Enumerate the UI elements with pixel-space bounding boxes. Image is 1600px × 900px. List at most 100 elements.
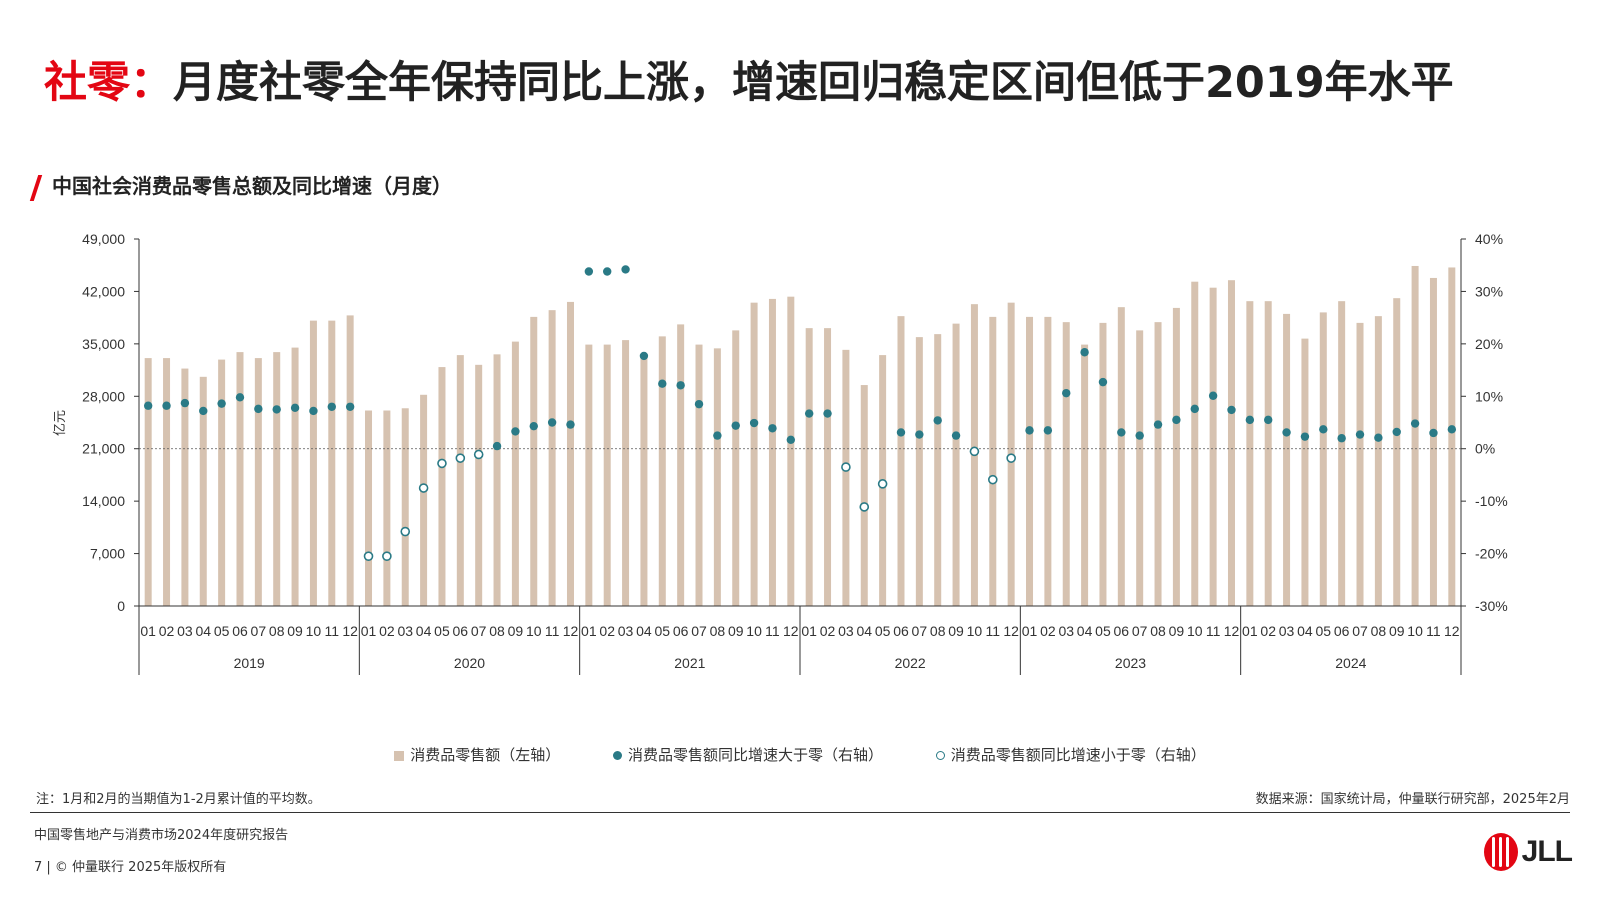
- chart-legend: 消费品零售额（左轴） 消费品零售额同比增速大于零（右轴） 消费品零售额同比增速小…: [0, 744, 1600, 765]
- month-tick-label: 09: [508, 623, 524, 639]
- year-label: 2021: [674, 655, 705, 671]
- legend-bar-swatch: [394, 750, 405, 761]
- yoy-point-negative: [841, 462, 851, 472]
- yoy-point-negative: [363, 551, 374, 561]
- yoy-point-positive: [1282, 428, 1291, 437]
- yoy-point-positive: [1098, 377, 1108, 387]
- month-tick-label: 01: [1022, 623, 1038, 639]
- yoy-point-positive: [492, 441, 502, 451]
- bar: [1172, 307, 1180, 606]
- bar: [1429, 277, 1437, 606]
- yoy-point-positive: [1062, 388, 1071, 398]
- chart-title-text: 中国社会消费品零售总额及同比增速（月度）: [52, 174, 452, 198]
- legend-label-bar: 消费品零售额（左轴）: [410, 746, 561, 764]
- bar: [548, 310, 556, 606]
- bar: [603, 344, 611, 606]
- month-tick-label: 10: [967, 623, 983, 639]
- title-highlight: 社零：: [44, 58, 173, 108]
- yoy-point-positive: [1135, 431, 1144, 440]
- yoy-point-positive: [1429, 428, 1438, 438]
- month-tick-label: 07: [912, 623, 928, 639]
- month-tick-label: 05: [434, 623, 450, 639]
- month-tick-label: 09: [1389, 623, 1405, 639]
- yoy-point-positive: [1392, 427, 1401, 437]
- bar: [438, 367, 446, 606]
- month-tick-label: 11: [986, 623, 1001, 639]
- month-tick-label: 10: [526, 623, 542, 639]
- yoy-point-negative: [455, 453, 466, 463]
- year-label: 2023: [1115, 655, 1146, 671]
- yoy-point-positive: [1025, 426, 1034, 435]
- bar: [1117, 307, 1125, 606]
- month-tick-label: 11: [1426, 623, 1441, 639]
- bar: [1246, 301, 1254, 606]
- bar: [1209, 287, 1217, 606]
- bar: [566, 301, 574, 606]
- yoy-point-negative: [859, 502, 870, 512]
- legend-hollow-dot-icon: [935, 751, 945, 760]
- yoy-point-negative: [437, 458, 447, 469]
- bar: [1191, 281, 1199, 606]
- bar: [530, 316, 538, 606]
- yoy-point-positive: [290, 403, 300, 413]
- right-tick-label: -20%: [1475, 546, 1508, 562]
- month-tick-label: 10: [1407, 623, 1423, 639]
- month-tick-label: 08: [1371, 623, 1387, 639]
- yoy-point-negative: [1006, 453, 1016, 463]
- yoy-point-positive: [180, 398, 190, 408]
- bar: [163, 358, 171, 606]
- bar: [952, 323, 960, 606]
- bar: [144, 358, 152, 606]
- bar: [511, 341, 519, 606]
- month-tick-label: 04: [195, 623, 211, 639]
- report-name: 中国零售地产与消费市场2024年度研究报告: [34, 828, 289, 843]
- bar: [1026, 316, 1034, 606]
- month-tick-label: 03: [177, 623, 193, 639]
- month-tick-label: 09: [287, 623, 303, 639]
- right-tick-label: 20%: [1475, 336, 1503, 352]
- month-tick-label: 06: [453, 623, 469, 639]
- bar: [1062, 322, 1070, 606]
- bar: [218, 359, 226, 606]
- year-label: 2022: [895, 655, 926, 671]
- chart-title: 中国社会消费品零售总额及同比增速（月度）: [29, 170, 452, 201]
- month-tick-label: 01: [1242, 623, 1258, 639]
- logo-text: JLL: [1521, 835, 1573, 868]
- yoy-point-positive: [676, 381, 685, 390]
- month-tick-label: 03: [1279, 623, 1295, 639]
- month-tick-label: 06: [1114, 623, 1130, 639]
- month-tick-label: 03: [1058, 623, 1074, 639]
- month-tick-label: 03: [838, 623, 854, 639]
- yoy-point-positive: [933, 416, 942, 425]
- bar: [658, 336, 666, 606]
- yoy-point-negative: [877, 479, 888, 489]
- right-tick-label: 10%: [1475, 388, 1503, 404]
- bar: [695, 344, 703, 606]
- left-tick-label: 35,000: [82, 336, 125, 352]
- bar: [1081, 344, 1089, 606]
- month-tick-label: 12: [1224, 623, 1240, 639]
- yoy-point-negative: [473, 449, 484, 460]
- month-tick-label: 04: [1297, 623, 1313, 639]
- month-tick-label: 05: [214, 623, 230, 639]
- bar: [346, 315, 354, 606]
- bar: [897, 316, 905, 606]
- right-tick-label: -10%: [1475, 493, 1508, 509]
- month-tick-label: 12: [1003, 623, 1019, 639]
- bar: [309, 320, 317, 606]
- month-tick-label: 08: [269, 623, 285, 639]
- bar: [622, 340, 630, 606]
- bar: [787, 296, 795, 606]
- bar: [1374, 316, 1382, 606]
- left-tick-label: 14,000: [82, 493, 125, 509]
- yoy-point-positive: [639, 351, 649, 361]
- month-tick-label: 05: [875, 623, 891, 639]
- bar: [420, 394, 428, 606]
- yoy-point-positive: [547, 418, 557, 427]
- month-tick-label: 03: [618, 623, 634, 639]
- bar: [1283, 313, 1291, 606]
- yoy-point-positive: [272, 405, 281, 414]
- title-text: 月度社零全年保持同比上涨，增速回归稳定区间但低于2019年水平: [173, 58, 1454, 108]
- month-tick-label: 01: [140, 623, 156, 639]
- yoy-point-positive: [713, 431, 722, 440]
